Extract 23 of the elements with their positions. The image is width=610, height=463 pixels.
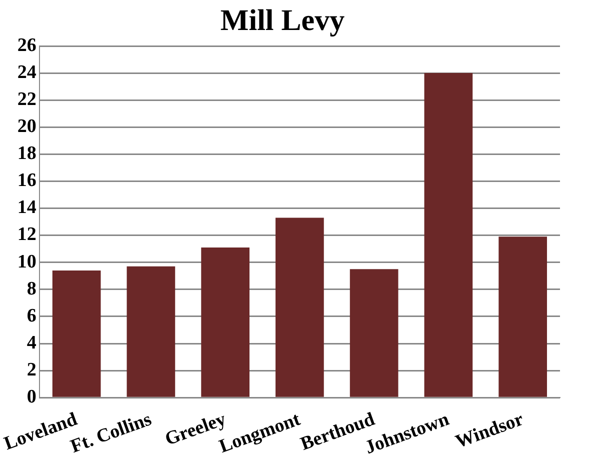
bar xyxy=(276,218,324,397)
x-tick-label: Windsor xyxy=(452,408,527,453)
bar xyxy=(126,266,176,397)
y-tick-label: 24 xyxy=(17,62,37,83)
y-tick-label: 14 xyxy=(17,197,37,218)
bar xyxy=(201,247,250,397)
y-tick-label: 2 xyxy=(26,359,36,380)
y-tick-label: 8 xyxy=(26,278,36,300)
y-tick-label: 26 xyxy=(17,34,36,56)
bar xyxy=(424,73,473,397)
y-tick-label: 16 xyxy=(17,170,36,192)
y-tick-label: 0 xyxy=(26,386,36,408)
y-tick-label: 22 xyxy=(17,89,36,110)
y-tick-label: 4 xyxy=(26,332,37,354)
bar xyxy=(498,236,547,397)
y-tick-label: 20 xyxy=(17,116,36,138)
y-tick-label: 12 xyxy=(17,224,36,246)
y-tick-label: 18 xyxy=(17,143,36,164)
y-tick-label: 10 xyxy=(17,251,36,272)
y-tick-label: 6 xyxy=(26,305,36,326)
chart-title: Mill Levy xyxy=(220,4,345,37)
bar xyxy=(350,269,398,397)
bar xyxy=(52,270,101,397)
